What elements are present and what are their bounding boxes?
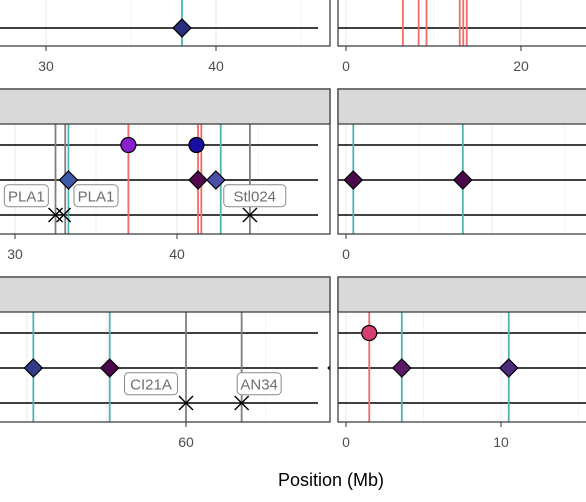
panel-row3-right: 0 10 xyxy=(337,276,586,450)
svg-text:Stl024: Stl024 xyxy=(233,188,276,205)
x-tick-label-0: 0 xyxy=(342,434,350,450)
point-diamond-1 xyxy=(452,170,473,190)
panel-border xyxy=(337,0,586,47)
marker-label-1: PLA1 xyxy=(73,184,119,208)
svg-text:PLA1: PLA1 xyxy=(78,188,115,205)
marker-label-2: Stl024 xyxy=(223,184,287,208)
panel-row1-right: 0 20 xyxy=(337,0,586,74)
panel-row1-left: 30 40 xyxy=(0,0,331,74)
panel-row2-right: 0 xyxy=(337,88,586,262)
point-circle-1 xyxy=(188,136,205,154)
panel-row3-left: CI21A AN34 60 xyxy=(0,276,331,450)
x-tick-label-0: 0 xyxy=(342,58,350,74)
x-tick-label-0: 30 xyxy=(7,246,23,262)
point-diamond-2 xyxy=(58,170,79,190)
cross-marker-1 xyxy=(56,207,72,223)
point-diamond-0 xyxy=(172,18,192,38)
point-circle-0 xyxy=(120,136,137,154)
plot-area-row1-left xyxy=(0,0,318,46)
x-tick-label-1: 40 xyxy=(169,246,185,262)
plot-area-row2-left: PLA1 PLA1 Stl024 xyxy=(0,89,318,234)
point-diamond-4 xyxy=(206,170,226,190)
x-tick-label-0: 0 xyxy=(342,246,350,262)
svg-text:AN34: AN34 xyxy=(240,376,278,393)
svg-text:CI21A: CI21A xyxy=(130,376,172,393)
point-diamond-1 xyxy=(99,358,120,378)
panel-row2-left: PLA1 PLA1 Stl024 30 40 xyxy=(0,88,331,262)
x-tick-label-0: 60 xyxy=(178,434,194,450)
plot-area-row3-left: CI21A AN34 xyxy=(0,277,330,422)
cross-marker-1 xyxy=(234,395,250,411)
point-diamond-3 xyxy=(188,170,208,190)
point-diamond-1 xyxy=(391,358,412,378)
svg-text:PLA1: PLA1 xyxy=(8,188,45,205)
marker-label-0: PLA1 xyxy=(3,184,49,208)
x-tick-label-0: 30 xyxy=(38,58,54,74)
point-diamond-0 xyxy=(23,358,44,378)
panel-border xyxy=(0,0,331,47)
plot-area-row1-right xyxy=(338,0,586,46)
cross-marker-0 xyxy=(48,207,63,223)
x-tick-label-1: 40 xyxy=(208,58,224,74)
cross-marker-2 xyxy=(242,207,258,223)
facet-strip xyxy=(0,276,331,313)
point-diamond-0 xyxy=(343,170,364,190)
cross-marker-0 xyxy=(178,395,194,411)
marker-label-1: AN34 xyxy=(236,372,282,396)
x-tick-label-1: 10 xyxy=(493,434,509,450)
facet-strip xyxy=(337,276,586,313)
facet-strip xyxy=(337,88,586,125)
point-diamond-2 xyxy=(498,358,519,378)
x-axis-title: Position (Mb) xyxy=(278,470,384,490)
facet-strip xyxy=(0,88,331,125)
marker-label-0: CI21A xyxy=(124,372,179,396)
point-circle-0 xyxy=(361,324,378,342)
panels-layer: 30 40 0 20 PLA1 PLA1 Stl024 30 40 0 CI21A AN34 60 0 10 xyxy=(0,0,586,450)
x-tick-label-1: 20 xyxy=(513,58,529,74)
